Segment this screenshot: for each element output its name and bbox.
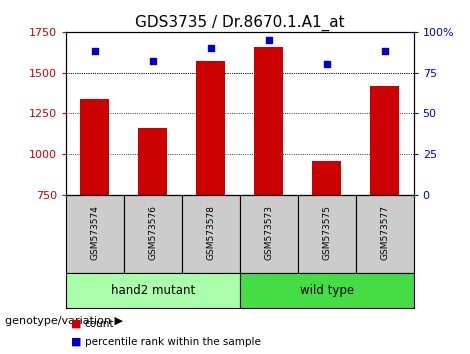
Text: count: count (85, 319, 114, 329)
Bar (298, 195, 356, 273)
Bar (66, 195, 124, 273)
Bar (66, 273, 240, 308)
Bar (370, 86, 399, 195)
Text: GSM573575: GSM573575 (322, 205, 331, 259)
Text: GSM573576: GSM573576 (148, 205, 157, 259)
Point (381, 48, 388, 54)
Bar (254, 46, 283, 195)
Text: genotype/variation ▶: genotype/variation ▶ (5, 316, 123, 326)
Text: GSM573578: GSM573578 (206, 205, 215, 259)
Bar (124, 195, 182, 273)
Bar (182, 195, 240, 273)
Text: ■: ■ (70, 337, 81, 347)
Title: GDS3735 / Dr.8670.1.A1_at: GDS3735 / Dr.8670.1.A1_at (135, 14, 345, 30)
Text: ■: ■ (70, 319, 81, 329)
Text: GSM573573: GSM573573 (264, 205, 273, 259)
Bar (312, 160, 341, 195)
Bar (240, 273, 414, 308)
Text: GSM573577: GSM573577 (380, 205, 389, 259)
Bar (80, 99, 110, 195)
Point (91, 48, 99, 54)
Bar (356, 195, 414, 273)
Text: GSM573574: GSM573574 (90, 205, 99, 259)
Point (207, 45, 214, 51)
Point (323, 62, 330, 67)
Text: percentile rank within the sample: percentile rank within the sample (85, 337, 260, 347)
Bar (196, 61, 225, 195)
Text: wild type: wild type (299, 284, 354, 297)
Text: hand2 mutant: hand2 mutant (110, 284, 195, 297)
Bar (138, 128, 167, 195)
Point (265, 37, 273, 43)
Bar (240, 195, 298, 273)
Point (149, 58, 157, 64)
